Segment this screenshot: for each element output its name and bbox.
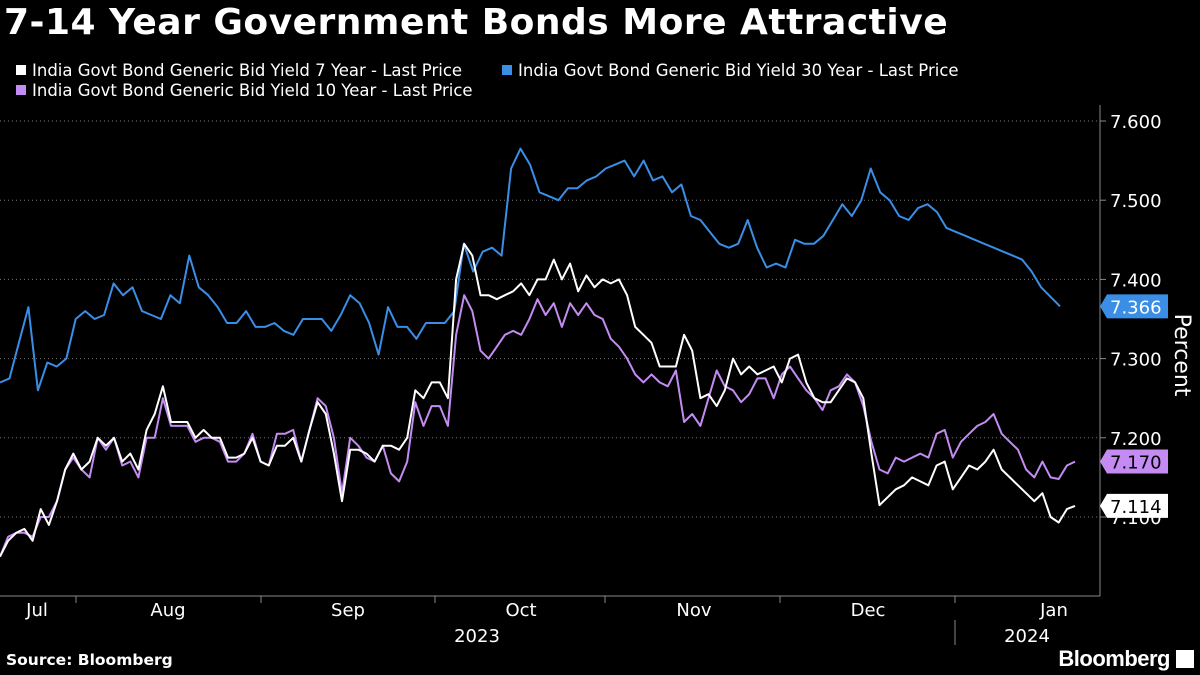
y-axis-label: Percent <box>1169 314 1194 397</box>
last-value-text: 7.366 <box>1110 297 1162 318</box>
legend-item-10y: India Govt Bond Generic Bid Yield 10 Yea… <box>16 81 473 100</box>
series-line-30y <box>0 147 1061 392</box>
legend-label-30y: India Govt Bond Generic Bid Yield 30 Yea… <box>518 61 959 80</box>
y-tick-label: 7.400 <box>1110 270 1162 291</box>
chart-title: 7-14 Year Government Bonds More Attracti… <box>4 2 949 43</box>
legend-label-7y: India Govt Bond Generic Bid Yield 7 Year… <box>32 61 463 80</box>
x-tick-label: Dec <box>851 600 886 621</box>
legend-swatch-10y <box>16 85 26 95</box>
y-tick-label: 7.600 <box>1110 112 1162 133</box>
last-value-text: 7.114 <box>1110 497 1162 518</box>
x-tick-label: Sep <box>331 600 365 621</box>
bloomberg-terminal-icon <box>1176 650 1194 668</box>
legend-item-30y: India Govt Bond Generic Bid Yield 30 Yea… <box>502 61 959 80</box>
legend-label-10y: India Govt Bond Generic Bid Yield 10 Yea… <box>32 81 473 100</box>
y-tick-label: 7.500 <box>1110 191 1162 212</box>
x-year-label: 2024 <box>1004 626 1050 647</box>
last-value-tag <box>1100 294 1168 319</box>
legend-item-7y: India Govt Bond Generic Bid Yield 7 Year… <box>16 61 462 80</box>
last-value-tag <box>1100 449 1168 474</box>
series-line-10y <box>0 294 1076 557</box>
last-value-label-10y: 7.170 <box>1100 449 1168 474</box>
y-tick-label: 7.200 <box>1110 429 1162 450</box>
legend-swatch-30y <box>502 65 512 75</box>
y-tick-label: 7.300 <box>1110 350 1162 371</box>
source-note: Source: Bloomberg <box>6 651 173 669</box>
last-value-label-7y: 7.114 <box>1100 493 1168 518</box>
last-value-label-30y: 7.366 <box>1100 294 1168 319</box>
x-tick-label: Jul <box>25 600 48 621</box>
x-year-label: 2023 <box>454 626 500 647</box>
last-value-text: 7.170 <box>1110 453 1162 474</box>
x-tick-label: Jan <box>1039 600 1068 621</box>
x-tick-label: Oct <box>505 600 536 621</box>
x-tick-label: Nov <box>676 600 711 621</box>
legend-swatch-7y <box>16 65 26 75</box>
series-line-7y <box>0 242 1076 558</box>
bloomberg-logo: Bloomberg <box>1058 646 1170 671</box>
last-value-tag <box>1100 493 1168 518</box>
x-tick-label: Aug <box>150 600 185 621</box>
